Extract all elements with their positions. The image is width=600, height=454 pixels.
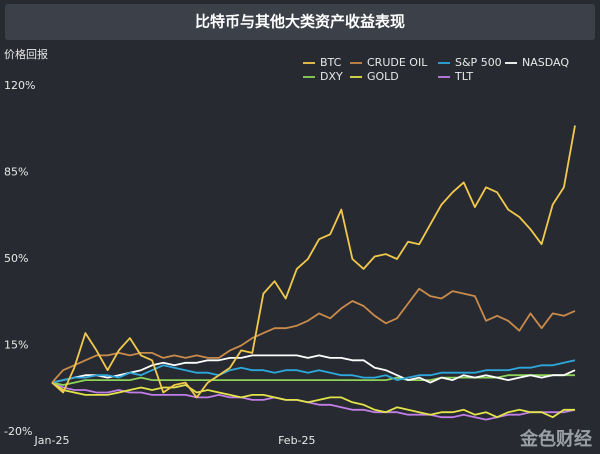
series-line xyxy=(51,125,576,399)
legend-label: GOLD xyxy=(367,70,399,83)
y-tick-label: -20% xyxy=(4,425,32,438)
series-line xyxy=(51,359,576,384)
header-bar xyxy=(5,4,595,40)
y-tick-label: 120% xyxy=(4,79,35,92)
legend-label: NASDAQ xyxy=(522,56,569,69)
y-tick-label: 85% xyxy=(4,166,28,179)
legend-label: CRUDE OIL xyxy=(367,56,428,69)
legend-label: TLT xyxy=(454,70,473,83)
y-axis-label: 价格回报 xyxy=(4,47,48,61)
chart-title: 比特币与其他大类资产收益表现 xyxy=(195,13,405,31)
watermark: 金色财经 xyxy=(519,428,592,450)
y-tick-label: 50% xyxy=(4,252,28,265)
x-tick-label: Jan-25 xyxy=(34,434,70,447)
y-tick-label: 15% xyxy=(4,339,28,352)
legend-label: BTC xyxy=(320,56,342,69)
legend-label: DXY xyxy=(320,70,343,83)
series-line xyxy=(51,354,576,384)
x-tick-label: Feb-25 xyxy=(278,434,315,447)
legend-label: S&P 500 xyxy=(455,56,502,69)
series-line xyxy=(51,374,575,386)
series-line xyxy=(51,381,576,421)
series-line xyxy=(51,381,575,419)
